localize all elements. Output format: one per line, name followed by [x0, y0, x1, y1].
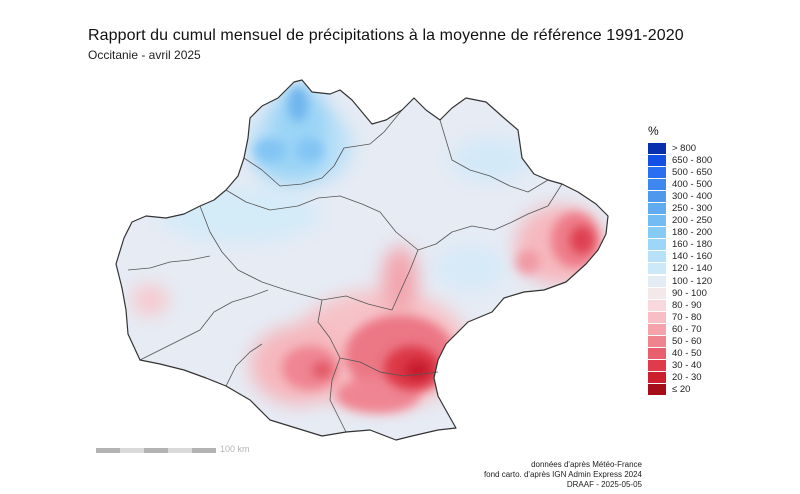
legend-label: 200 - 250	[672, 215, 713, 227]
legend-item: 120 - 140	[648, 263, 712, 275]
map-subtitle: Occitanie - avril 2025	[88, 48, 201, 62]
legend-label: 250 - 300	[672, 203, 713, 215]
legend-swatch	[648, 166, 666, 178]
legend-item: ≤ 20	[648, 384, 712, 396]
legend-swatch	[648, 227, 666, 239]
legend-label: 650 - 800	[672, 154, 713, 166]
legend-item: 80 - 90	[648, 299, 712, 311]
legend-label: 90 - 100	[672, 287, 707, 299]
legend-item: 70 - 80	[648, 311, 712, 323]
legend-item: 400 - 500	[648, 178, 712, 190]
legend-swatch	[648, 215, 666, 227]
legend-label: 300 - 400	[672, 190, 713, 202]
legend-swatch	[648, 287, 666, 299]
legend-item: 60 - 70	[648, 323, 712, 335]
legend-label: 30 - 40	[672, 360, 702, 372]
legend-item: 500 - 650	[648, 166, 712, 178]
legend-swatch	[648, 154, 666, 166]
legend-item: 200 - 250	[648, 215, 712, 227]
legend-label: 120 - 140	[672, 263, 713, 275]
ratio-field	[132, 86, 605, 413]
legend-label: 70 - 80	[672, 311, 702, 323]
legend-swatch	[648, 299, 666, 311]
legend-swatch	[648, 239, 666, 251]
legend-item: > 800	[648, 142, 712, 154]
legend-label: 400 - 500	[672, 178, 713, 190]
legend-swatch	[648, 203, 666, 215]
legend-swatch	[648, 178, 666, 190]
legend-item: 160 - 180	[648, 239, 712, 251]
legend-item: 250 - 300	[648, 202, 713, 215]
legend-item: 140 - 160	[648, 251, 712, 263]
legend-item: 30 - 40	[648, 360, 712, 372]
credit-basemap: fond carto. d'après IGN Admin Express 20…	[483, 470, 642, 479]
legend-swatch	[648, 263, 666, 275]
department-boundaries	[127, 109, 563, 433]
legend-swatch	[648, 311, 666, 323]
legend-items: > 800 650 - 800 500 - 650 400 - 500 300 - 40…	[648, 142, 712, 396]
legend-swatch	[648, 275, 666, 287]
legend-title: %	[648, 124, 659, 138]
map-title: Rapport du cumul mensuel de précipitatio…	[88, 27, 684, 44]
legend-swatch	[648, 372, 666, 384]
legend-item: 20 - 30	[648, 372, 712, 384]
legend-item: 40 - 50	[648, 348, 712, 360]
legend-item: 50 - 60	[648, 336, 712, 348]
legend-label: 50 - 60	[672, 336, 702, 348]
credit-data-source: données d'après Météo-France	[531, 460, 642, 469]
legend-item: 180 - 200	[648, 227, 712, 239]
legend-swatch	[648, 360, 666, 372]
legend-label: 180 - 200	[672, 227, 713, 239]
legend: % > 800 650 - 800 500 - 650 400 - 500 300 - …	[648, 124, 712, 396]
legend-swatch	[648, 251, 666, 263]
legend-label: 60 - 70	[672, 323, 702, 335]
legend-label: 140 - 160	[672, 251, 713, 263]
legend-swatch	[648, 323, 666, 335]
legend-item: 90 - 100	[648, 287, 712, 299]
legend-swatch	[648, 384, 666, 396]
legend-swatch	[648, 336, 666, 348]
legend-item: 300 - 400	[648, 190, 712, 202]
legend-label: 500 - 650	[672, 166, 713, 178]
credits: données d'après Météo-France fond carto.…	[484, 460, 642, 490]
legend-label: 20 - 30	[672, 372, 702, 384]
legend-label: > 800	[672, 142, 697, 154]
scale-bar: 100 km	[96, 444, 250, 454]
legend-label: 40 - 50	[672, 348, 702, 360]
credit-author-date: DRAAF - 2025-05-05	[566, 480, 642, 489]
legend-label: 80 - 90	[672, 299, 702, 311]
legend-item: 650 - 800	[648, 154, 712, 166]
legend-label: 100 - 120	[672, 275, 713, 287]
legend-label: 160 - 180	[672, 239, 713, 251]
legend-label: ≤ 20	[672, 384, 691, 396]
legend-item: 100 - 120	[648, 275, 712, 287]
scale-label: 100 km	[220, 444, 250, 454]
legend-swatch	[648, 142, 666, 154]
scale-bar-segments	[96, 448, 216, 453]
legend-swatch	[648, 348, 666, 360]
legend-swatch	[648, 190, 666, 202]
